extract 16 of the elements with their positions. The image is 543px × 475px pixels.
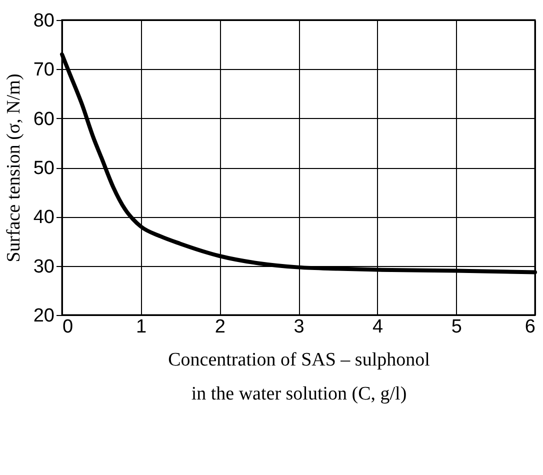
y-tick-label: 40 [33,207,54,228]
y-axis-title: Surface tension (σ, N/m) [3,74,24,262]
y-tick-label: 30 [33,256,54,278]
y-tick-label: 50 [33,158,54,179]
y-tick-label: 80 [33,10,54,32]
x-axis-title: Concentration of SAS – sulphonol in the water solution (C, g/l) [168,350,430,404]
y-tick-label: 70 [33,60,54,81]
y-tick-label: 20 [33,306,54,326]
x-tick-label: 5 [451,316,462,338]
x-tick-label: 0 [62,316,74,338]
y-tick-label: 60 [33,108,54,130]
x-tick-label: 4 [372,316,384,338]
x-tick-label: 1 [136,316,147,338]
x-tick-label: 2 [214,316,226,338]
x-tick-label: 6 [524,316,536,338]
x-tick-label: 3 [294,316,304,338]
